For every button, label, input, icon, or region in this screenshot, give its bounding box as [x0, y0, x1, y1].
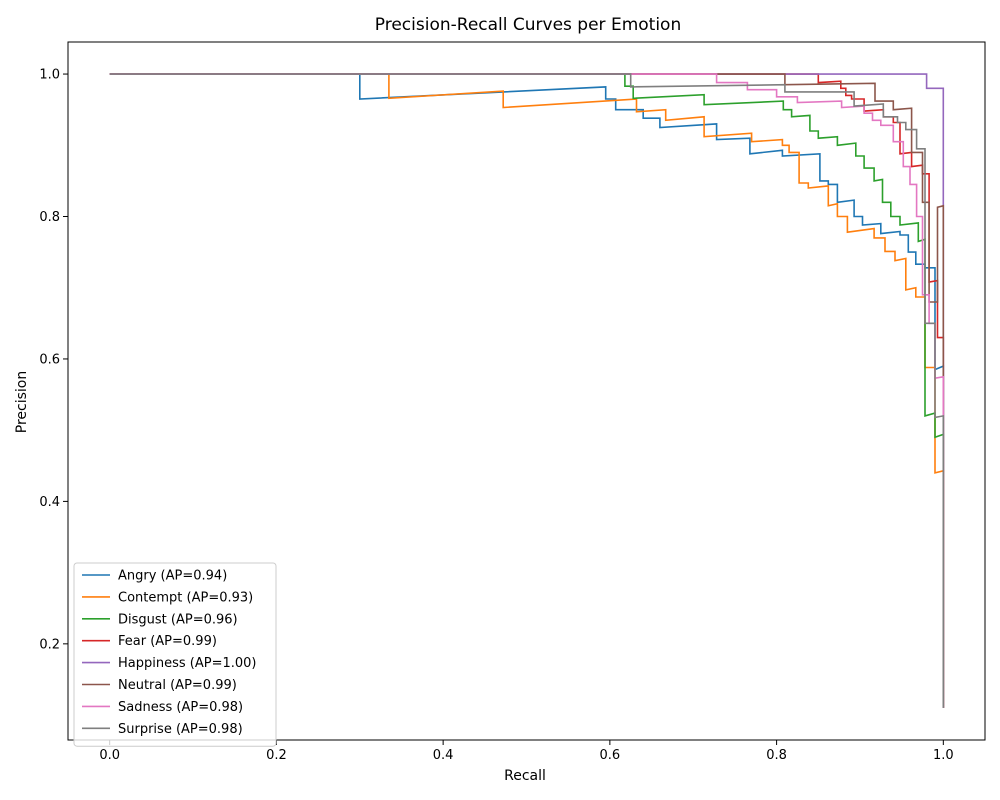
- series-line-8: [109, 73, 945, 708]
- series-line-2: [109, 73, 945, 708]
- series-layer: [109, 73, 945, 708]
- series-line-7: [109, 73, 945, 708]
- legend-entry: Disgust (AP=0.96): [118, 612, 238, 627]
- x-tick-label: 0.8: [766, 748, 787, 763]
- legend-entry: Happiness (AP=1.00): [118, 656, 257, 671]
- x-axis-label: Recall: [504, 768, 546, 784]
- x-tick-label: 0.2: [266, 748, 287, 763]
- legend: Angry (AP=0.94) Contempt (AP=0.93) Disgust…: [73, 562, 277, 747]
- x-tick-label: 1.0: [933, 748, 954, 763]
- legend-entry: Contempt (AP=0.93): [118, 590, 253, 605]
- series-line-3: [109, 73, 945, 708]
- chart-title: Precision-Recall Curves per Emotion: [375, 15, 681, 35]
- legend-entry: Angry (AP=0.94): [118, 569, 227, 584]
- series-line-6: [109, 73, 945, 708]
- x-tick-label: 0.4: [433, 748, 454, 763]
- y-tick-label: 0.4: [39, 495, 60, 510]
- legend-entry: Neutral (AP=0.99): [118, 678, 237, 693]
- legend-box: [73, 562, 277, 747]
- y-tick-label: 0.6: [39, 352, 60, 367]
- plot-frame: [67, 41, 986, 741]
- x-tick-label: 0.0: [99, 748, 120, 763]
- y-axis-label: Precision: [14, 371, 30, 433]
- legend-entry: Fear (AP=0.99): [118, 634, 217, 649]
- y-tick-label: 0.2: [39, 637, 60, 652]
- series-line-1: [109, 73, 945, 708]
- x-tick-label: 0.6: [600, 748, 621, 763]
- y-tick-label: 0.8: [39, 210, 60, 225]
- y-axis: 0.2 0.4 0.6 0.8 1.0: [39, 68, 68, 652]
- legend-entry: Sadness (AP=0.98): [118, 700, 243, 715]
- legend-entry: Surprise (AP=0.98): [118, 722, 243, 737]
- y-tick-label: 1.0: [39, 68, 60, 83]
